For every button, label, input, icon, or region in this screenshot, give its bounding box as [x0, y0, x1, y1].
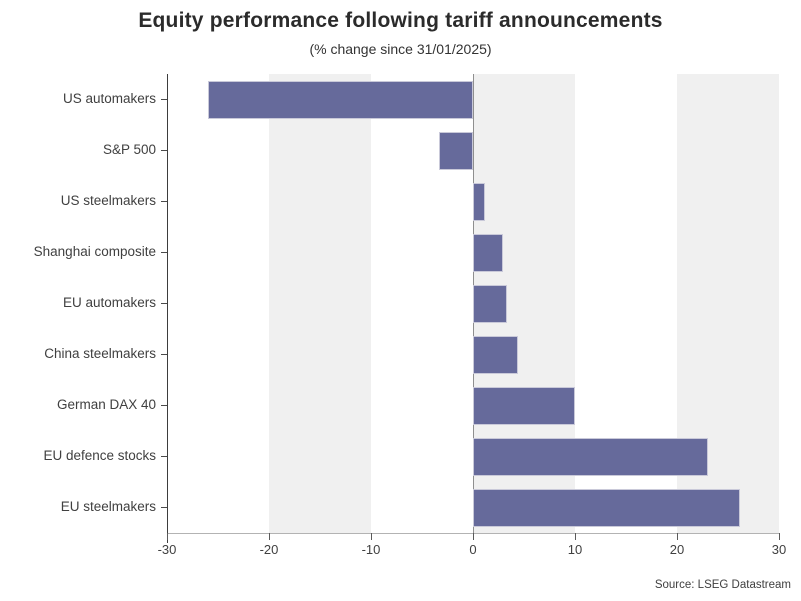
y-tick: [161, 99, 167, 100]
category-label: S&P 500: [102, 141, 156, 157]
y-tick: [161, 354, 167, 355]
bar: [473, 284, 507, 323]
x-tick: [167, 533, 168, 540]
category-label: EU defence stocks: [43, 447, 156, 463]
y-tick: [161, 456, 167, 457]
x-tick: [779, 533, 780, 540]
x-tick-label: -30: [157, 542, 177, 557]
x-tick: [371, 533, 372, 540]
x-tick-label: -20: [259, 542, 279, 557]
x-tick-label: 0: [469, 542, 477, 557]
x-tick: [473, 533, 474, 540]
x-tick-label: 30: [771, 542, 787, 557]
bar: [207, 80, 473, 119]
category-label: US automakers: [62, 90, 156, 106]
x-tick: [575, 533, 576, 540]
bar: [439, 131, 473, 170]
x-tick-label: 10: [567, 542, 583, 557]
bar: [473, 386, 575, 425]
category-label: Shanghai composite: [33, 243, 156, 259]
y-tick: [161, 303, 167, 304]
category-label: China steelmakers: [44, 345, 156, 361]
category-label: EU steelmakers: [60, 498, 156, 514]
bar: [473, 182, 486, 221]
y-tick: [161, 201, 167, 202]
y-tick: [161, 507, 167, 508]
category-label: EU automakers: [62, 294, 156, 310]
y-tick: [161, 252, 167, 253]
bar: [473, 488, 741, 527]
grid-band: [269, 74, 371, 533]
x-tick-label: -10: [361, 542, 381, 557]
bar: [473, 233, 503, 272]
x-tick: [269, 533, 270, 540]
x-tick: [677, 533, 678, 540]
y-axis-spine: [167, 74, 168, 543]
chart-subtitle: (% change since 31/01/2025): [309, 41, 492, 57]
source-caption: Source: LSEG Datastream: [654, 579, 791, 591]
y-tick: [161, 405, 167, 406]
bar: [473, 437, 708, 476]
category-label: US steelmakers: [60, 192, 156, 208]
y-tick: [161, 150, 167, 151]
bar: [473, 335, 518, 374]
category-label: German DAX 40: [56, 396, 156, 412]
chart-title: Equity performance following tariff anno…: [138, 9, 663, 32]
x-tick-label: 20: [669, 542, 685, 557]
